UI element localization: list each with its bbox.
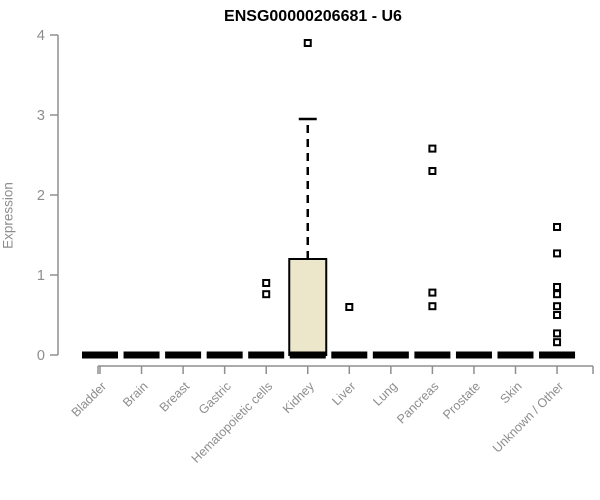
outlier-point bbox=[553, 283, 562, 291]
outlier-point bbox=[262, 290, 271, 299]
median-bar bbox=[497, 351, 534, 359]
y-tick-label: 0 bbox=[37, 348, 45, 364]
x-category-label: Lung bbox=[370, 379, 400, 409]
y-axis-title: Expression bbox=[0, 182, 16, 249]
x-category-label: Gastric bbox=[196, 379, 234, 417]
outlier-point bbox=[553, 290, 562, 299]
median-bar bbox=[414, 351, 451, 359]
x-category-label: Kidney bbox=[280, 379, 317, 416]
x-category-label: Pancreas bbox=[394, 379, 441, 426]
outlier-point bbox=[553, 338, 562, 347]
x-category-label: Hematopoietic cells bbox=[189, 379, 276, 466]
outlier-point bbox=[262, 279, 271, 287]
outlier-point bbox=[428, 302, 437, 311]
outlier-point bbox=[553, 223, 562, 231]
median-bar bbox=[455, 351, 492, 359]
y-tick-label: 2 bbox=[37, 188, 45, 204]
x-category-label: Prostate bbox=[440, 379, 483, 422]
x-category-label: Bladder bbox=[69, 379, 109, 419]
x-category-label: Skin bbox=[498, 379, 525, 406]
outlier-point bbox=[553, 311, 562, 319]
outlier-point bbox=[553, 249, 562, 258]
outlier-point bbox=[428, 144, 437, 153]
y-tick-label: 1 bbox=[37, 268, 45, 284]
x-category-label: Breast bbox=[157, 379, 193, 415]
median-bar bbox=[82, 351, 118, 359]
y-tick-label: 4 bbox=[37, 28, 45, 44]
x-category-label: Liver bbox=[329, 379, 358, 408]
median-bar bbox=[289, 351, 326, 359]
median-bar bbox=[123, 351, 160, 359]
box bbox=[288, 258, 328, 356]
median-bar bbox=[206, 351, 243, 359]
outlier-point bbox=[303, 39, 312, 47]
x-category-label: Brain bbox=[120, 379, 151, 410]
median-bar bbox=[372, 351, 409, 359]
outlier-point bbox=[553, 302, 562, 311]
y-tick-label: 3 bbox=[37, 108, 45, 124]
outlier-point bbox=[428, 288, 437, 297]
outlier-point bbox=[553, 329, 562, 338]
median-bar bbox=[331, 351, 368, 359]
median-bar bbox=[539, 351, 576, 359]
x-category-label: Unknown / Other bbox=[490, 379, 566, 455]
outlier-point bbox=[345, 303, 354, 311]
median-bar bbox=[248, 351, 285, 359]
median-bar bbox=[165, 351, 202, 359]
chart-title: ENSG00000206681 - U6 bbox=[224, 8, 402, 25]
outlier-point bbox=[428, 167, 437, 175]
